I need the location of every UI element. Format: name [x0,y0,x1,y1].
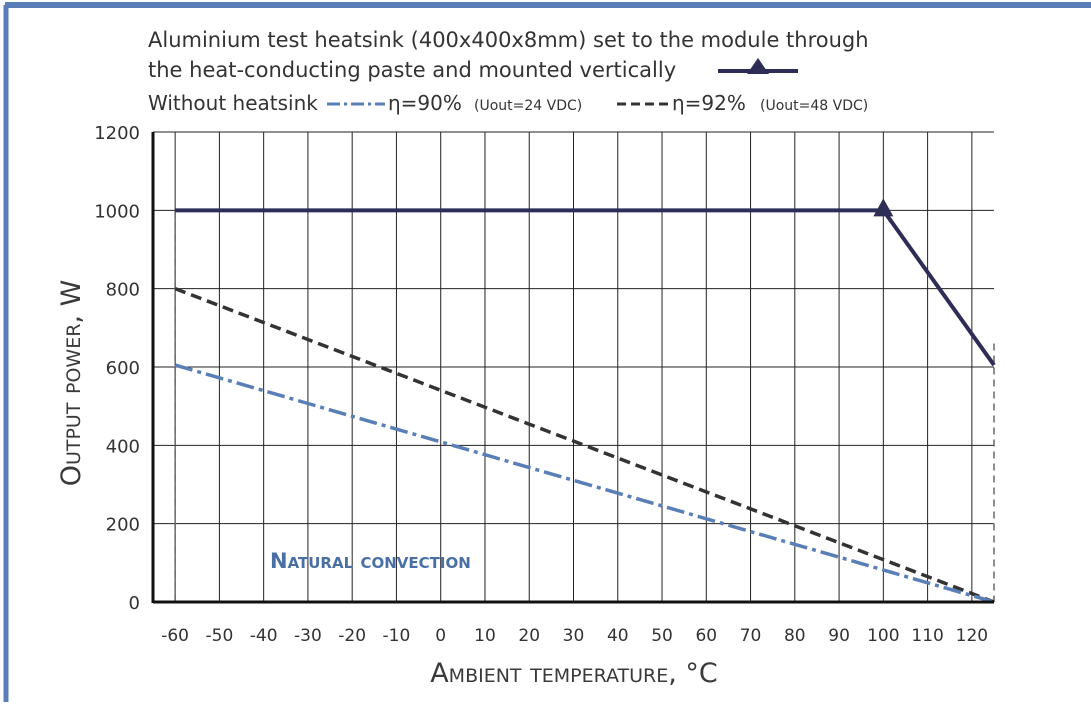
grid [153,131,994,603]
x-tick-label: -30 [294,626,322,646]
x-tick-label: 110 [911,626,943,646]
y-tick-label: 1200 [94,123,140,144]
legend-heatsink-line1: Aluminium test heatsink (400x400x8mm) se… [148,28,869,52]
x-tick-label: 70 [740,626,762,646]
x-tick-label: 10 [474,626,496,646]
axes [151,132,994,604]
x-tick-label: 40 [607,626,629,646]
y-tick-label: 800 [106,280,140,301]
x-tick-label: -60 [161,626,189,646]
legend-eta92-label: η=92% [672,91,746,115]
x-tick-label: 90 [828,626,850,646]
x-tick-label: 50 [651,626,673,646]
series-marker-heatsink [873,198,894,217]
x-tick-label: 100 [867,626,899,646]
legend-eta92-note: (Uout=48 VDC) [760,98,868,114]
natural-convection-annotation: Natural convection [270,549,471,573]
y-tick-label: 600 [106,358,140,379]
series-layer [174,198,996,604]
x-tick-label: -20 [338,626,366,646]
legend-eta90-note: (Uout=24 VDC) [474,98,582,114]
x-axis-title: Ambient temperature, °C [430,658,718,689]
y-tick-label: 400 [106,436,140,457]
legend-heatsink-swatch [718,58,798,74]
x-tick-label: -10 [383,626,411,646]
guide-lines [174,210,995,602]
x-tick-label: 60 [695,626,717,646]
y-tick-labels: 0 200 400 600 800 1000 1200 [94,123,140,614]
y-tick-label: 200 [106,515,140,536]
legend-heatsink-line2: the heat-conducting paste and mounted ve… [148,58,676,82]
x-tick-label: 120 [956,626,988,646]
y-tick-label: 1000 [94,201,140,222]
legend-eta90-label: η=90% [388,91,462,115]
y-tick-label: 0 [129,593,140,614]
x-tick-label: 0 [435,626,446,646]
x-tick-label: -50 [206,626,234,646]
y-axis-title: Output power, W [56,280,87,487]
series-line-heatsink [175,208,996,367]
series-line-eta92 [174,287,995,604]
x-tick-labels: -60 -50 -40 -30 -20 -10 0 10 20 30 40 50 60 70 80 90 100… [161,626,988,646]
x-tick-label: 20 [518,626,540,646]
x-tick-label: 80 [784,626,806,646]
x-tick-label: -40 [250,626,278,646]
legend: Aluminium test heatsink (400x400x8mm) se… [148,28,869,115]
x-tick-label: 30 [563,626,585,646]
series-line-eta90 [174,363,995,604]
legend-without-heatsink: Without heatsink [148,91,318,115]
